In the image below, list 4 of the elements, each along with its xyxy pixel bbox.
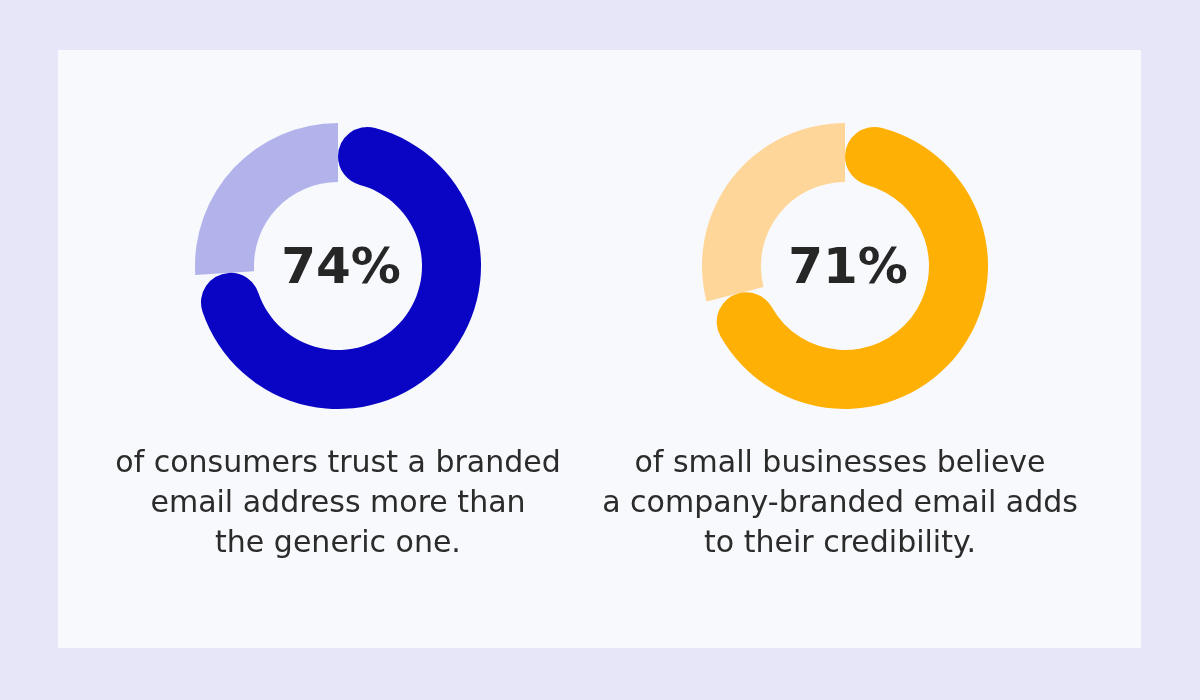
- text: of small businesses believe a company-branded email adds to their credibility.: [602, 444, 1078, 559]
- data-label: 71%: [788, 237, 908, 295]
- data-label: 74%: [281, 237, 401, 295]
- text: of consumers trust a branded email address more than the generic one.: [115, 444, 561, 559]
